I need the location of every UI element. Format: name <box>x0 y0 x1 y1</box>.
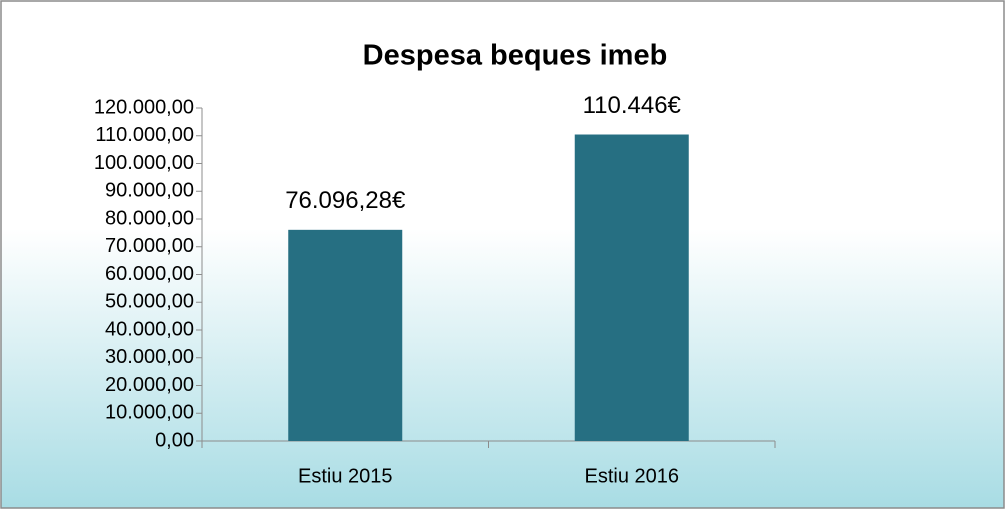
y-tick-label: 100.000,00 <box>94 152 194 174</box>
y-tick-label: 0,00 <box>155 429 194 451</box>
y-tick-label: 60.000,00 <box>105 263 194 285</box>
y-tick-label: 80.000,00 <box>105 207 194 229</box>
data-label: 76.096,28€ <box>285 187 406 214</box>
y-tick-label: 40.000,00 <box>105 318 194 340</box>
y-tick-label: 30.000,00 <box>105 346 194 368</box>
y-tick-label: 70.000,00 <box>105 235 194 257</box>
y-tick-label: 110.000,00 <box>95 124 194 146</box>
y-tick-label: 120.000,00 <box>94 96 194 118</box>
y-tick-label: 20.000,00 <box>105 374 194 396</box>
y-tick-label: 50.000,00 <box>105 291 194 313</box>
data-label: 110.446€ <box>583 92 682 119</box>
y-tick-label: 90.000,00 <box>105 180 194 202</box>
y-tick-label: 10.000,00 <box>105 402 194 424</box>
bar <box>288 229 403 441</box>
bar <box>574 134 689 442</box>
x-tick-label: Estiu 2015 <box>298 465 393 487</box>
chart-title: Despesa beques imeb <box>363 40 668 72</box>
x-tick-label: Estiu 2016 <box>584 465 679 487</box>
